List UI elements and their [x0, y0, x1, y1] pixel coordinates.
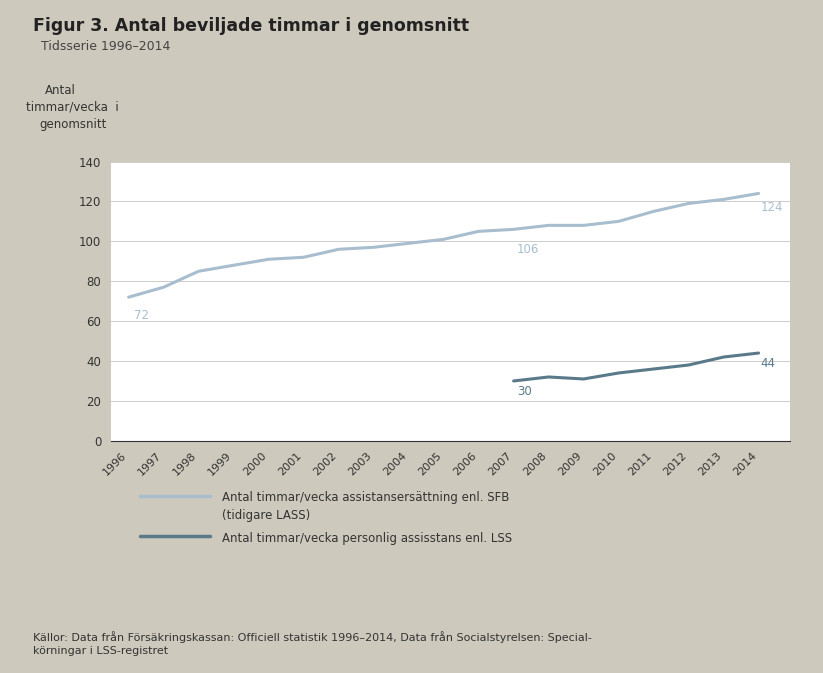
Text: Figur 3. Antal beviljade timmar i genomsnitt: Figur 3. Antal beviljade timmar i genoms… [33, 17, 469, 35]
Text: 124: 124 [760, 201, 783, 215]
Text: 44: 44 [760, 357, 775, 370]
Text: timmar/vecka  i: timmar/vecka i [26, 101, 119, 114]
Text: genomsnitt: genomsnitt [40, 118, 107, 131]
Text: Källor: Data från Försäkringskassan: Officiell statistik 1996–2014, Data från So: Källor: Data från Försäkringskassan: Off… [33, 631, 592, 656]
Text: 30: 30 [517, 385, 532, 398]
Text: Antal timmar/vecka personlig assisstans enl. LSS: Antal timmar/vecka personlig assisstans … [222, 532, 513, 544]
Text: 72: 72 [134, 309, 149, 322]
Text: Antal: Antal [45, 84, 77, 97]
Text: Tidsserie 1996–2014: Tidsserie 1996–2014 [41, 40, 170, 53]
Text: 106: 106 [517, 244, 539, 256]
Text: Antal timmar/vecka assistansersättning enl. SFB
(tidigare LASS): Antal timmar/vecka assistansersättning e… [222, 491, 509, 522]
